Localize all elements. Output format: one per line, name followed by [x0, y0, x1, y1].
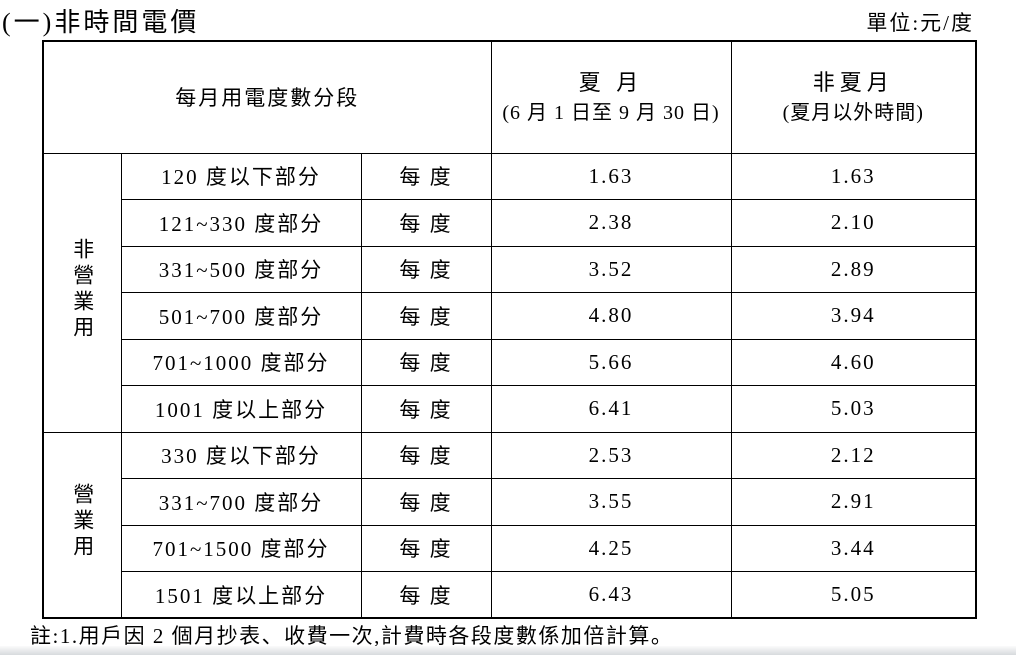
nonsummer-price-cell: 2.91 — [730, 478, 977, 526]
unit-cell: 每 度 — [360, 292, 492, 340]
summer-price-cell: 2.53 — [490, 431, 732, 479]
tier-cell: 701~1000 度部分 — [120, 338, 362, 386]
summer-price-cell: 6.43 — [490, 571, 732, 619]
summer-price-cell: 4.80 — [490, 292, 732, 340]
unit-cell: 每 度 — [360, 199, 492, 247]
nonsummer-header: 非夏月 (夏月以外時間) — [730, 40, 977, 154]
table-row: 1001 度以上部分 每 度 6.41 5.03 — [43, 385, 977, 433]
tariff-table: 每月用電度數分段 夏 月 (6 月 1 日至 9 月 30 日) 非夏月 (夏月… — [42, 40, 978, 619]
summer-header-title: 夏 月 — [578, 70, 644, 96]
nonsummer-price-cell: 2.12 — [730, 431, 977, 479]
tier-cell: 501~700 度部分 — [120, 292, 362, 340]
nonsummer-price-cell: 4.60 — [730, 338, 977, 386]
tier-cell: 331~500 度部分 — [120, 245, 362, 293]
summer-price-cell: 6.41 — [490, 385, 732, 433]
table-row: 非營業用 120 度以下部分 每 度 1.63 1.63 — [42, 152, 977, 433]
summer-price-cell: 3.55 — [490, 478, 732, 526]
unit-cell: 每 度 — [360, 431, 492, 479]
table-row: 331~700 度部分 每 度 3.55 2.91 — [43, 478, 977, 526]
tier-cell: 120 度以下部分 — [120, 152, 362, 200]
unit-cell: 每 度 — [360, 338, 492, 386]
section-title: (一)非時間電價 — [2, 8, 200, 37]
group-label-text: 非營業用 — [70, 237, 95, 342]
nonsummer-header-title: 非夏月 — [812, 70, 894, 96]
footnote: 註:1.用戶因 2 個月抄表、收費一次,計費時各段度數係加倍計算。 — [30, 624, 674, 648]
nonsummer-price-cell: 2.89 — [730, 245, 977, 293]
unit-label: 單位:元/度 — [866, 11, 974, 35]
unit-cell: 每 度 — [360, 385, 492, 433]
unit-cell: 每 度 — [360, 245, 492, 293]
page-bottom-edge — [0, 646, 1016, 655]
nonsummer-price-cell: 2.10 — [730, 199, 977, 247]
unit-cell: 每 度 — [360, 571, 492, 619]
nonsummer-price-cell: 1.63 — [730, 152, 977, 200]
unit-cell: 每 度 — [360, 524, 492, 572]
nonsummer-price-cell: 3.44 — [730, 524, 977, 572]
tier-cell: 701~1500 度部分 — [120, 524, 362, 572]
summer-price-cell: 3.52 — [490, 245, 732, 293]
tier-cell: 1001 度以上部分 — [120, 385, 362, 433]
table-row: 701~1500 度部分 每 度 4.25 3.44 — [43, 524, 977, 572]
summer-price-cell: 2.38 — [490, 199, 732, 247]
table-row: 121~330 度部分 每 度 2.38 2.10 — [43, 199, 977, 247]
summer-price-cell: 1.63 — [490, 152, 732, 200]
summer-header: 夏 月 (6 月 1 日至 9 月 30 日) — [490, 40, 732, 154]
group-label-business: 營業用 — [42, 431, 122, 619]
summer-price-cell: 4.25 — [490, 524, 732, 572]
tier-cell: 330 度以下部分 — [120, 431, 362, 479]
table-row: 331~500 度部分 每 度 3.52 2.89 — [43, 245, 977, 293]
table-row: 701~1000 度部分 每 度 5.66 4.60 — [43, 338, 977, 386]
tier-cell: 331~700 度部分 — [120, 478, 362, 526]
summer-price-cell: 5.66 — [490, 338, 732, 386]
usage-tier-header: 每月用電度數分段 — [42, 40, 492, 154]
table-row: 501~700 度部分 每 度 4.80 3.94 — [43, 292, 977, 340]
table-header-row: 每月用電度數分段 夏 月 (6 月 1 日至 9 月 30 日) 非夏月 (夏月… — [42, 40, 977, 154]
nonsummer-price-cell: 3.94 — [730, 292, 977, 340]
tier-cell: 121~330 度部分 — [120, 199, 362, 247]
nonsummer-price-cell: 5.03 — [730, 385, 977, 433]
group-label-nonbusiness: 非營業用 — [42, 152, 122, 433]
table-row: 營業用 330 度以下部分 每 度 2.53 2.12 — [42, 431, 977, 619]
unit-cell: 每 度 — [360, 478, 492, 526]
nonsummer-price-cell: 5.05 — [730, 571, 977, 619]
unit-cell: 每 度 — [360, 152, 492, 200]
group-label-text: 營業用 — [70, 482, 95, 561]
nonsummer-header-sub: (夏月以外時間) — [782, 102, 924, 125]
table-row: 1501 度以上部分 每 度 6.43 5.05 — [43, 571, 977, 619]
summer-header-sub: (6 月 1 日至 9 月 30 日) — [502, 102, 720, 125]
tier-cell: 1501 度以上部分 — [120, 571, 362, 619]
